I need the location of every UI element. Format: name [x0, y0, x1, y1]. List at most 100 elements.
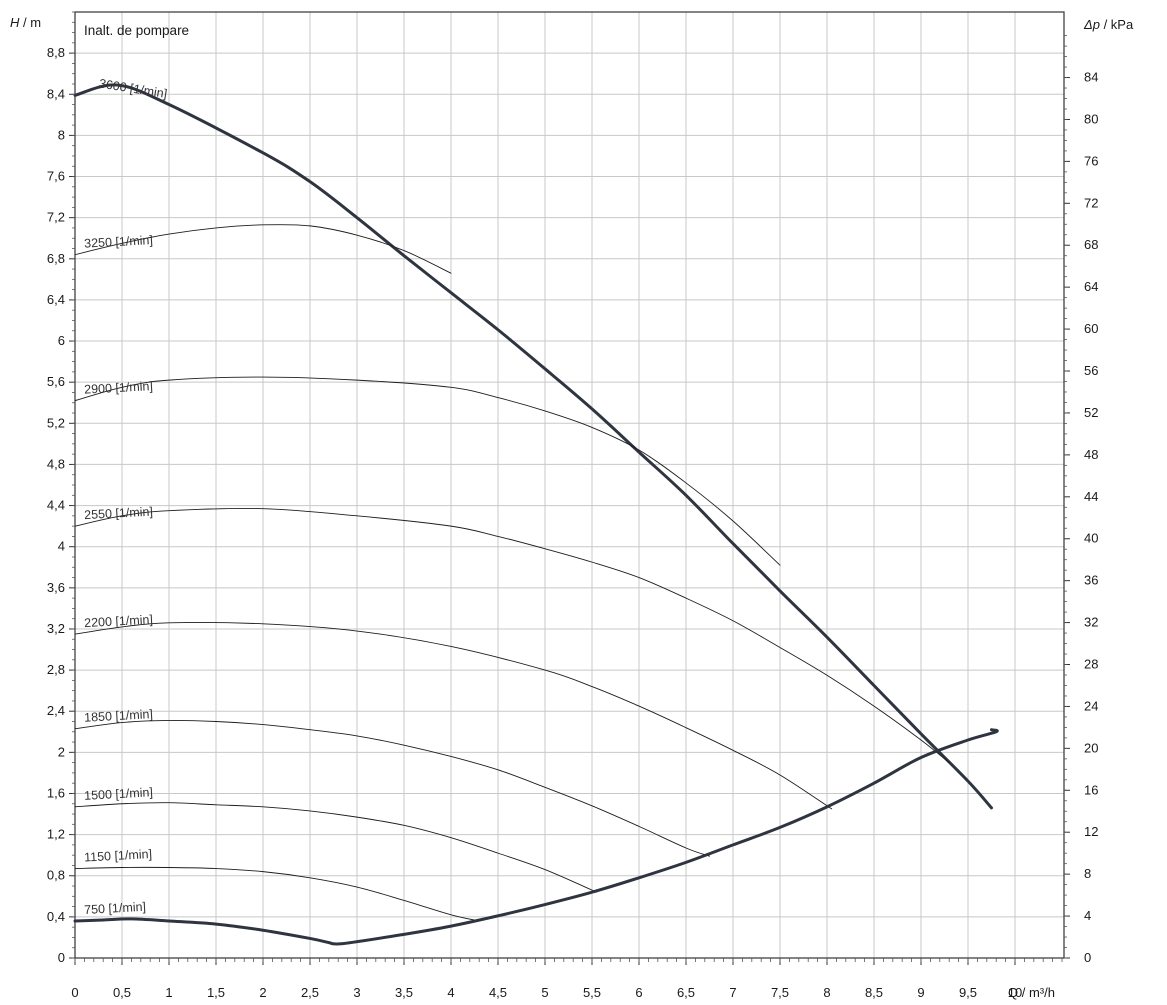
y-left-tick-label: 2	[58, 744, 65, 759]
curve-3600	[73, 83, 993, 810]
y-right-tick-label: 28	[1084, 657, 1098, 672]
y-left-tick-label: 8	[58, 127, 65, 142]
x-tick-label: 5,5	[583, 985, 601, 1000]
curve-label-3600: 3600 [1/min]	[98, 76, 168, 101]
y-right-tick-label: 60	[1084, 321, 1098, 336]
x-tick-label: 7	[729, 985, 736, 1000]
y-right-tick-label: 52	[1084, 405, 1098, 420]
curve-label-1150: 1150 [1/min]	[84, 847, 153, 865]
y-right-tick-label: 64	[1084, 279, 1098, 294]
y-axis-right-unit: / kPa	[1100, 17, 1134, 32]
y-left-tick-label: 0,8	[47, 868, 65, 883]
curve-label-2200: 2200 [1/min]	[84, 613, 153, 631]
curve-label-750: 750 [1/min]	[84, 900, 146, 917]
chart-title: Inalt. de pompare	[84, 23, 189, 38]
y-left-tick-label: 4,8	[47, 456, 65, 471]
y-left-tick-label: 1,6	[47, 785, 65, 800]
curve-label-3250: 3250 [1/min]	[84, 233, 153, 251]
x-tick-label: 1,5	[207, 985, 225, 1000]
y-right-tick-label: 80	[1084, 111, 1098, 126]
x-tick-label: 7,5	[771, 985, 789, 1000]
curve-label-2900: 2900 [1/min]	[84, 379, 153, 397]
curve-1850	[74, 719, 710, 857]
y-left-tick-label: 2,4	[47, 703, 65, 718]
curve-3250	[74, 224, 452, 274]
y-left-tick-label: 8,4	[47, 86, 65, 101]
y-left-tick-label: 3,6	[47, 580, 65, 595]
x-tick-label: 9,5	[959, 985, 977, 1000]
y-left-tick-label: 8,8	[47, 45, 65, 60]
y-left-tick-label: 1,2	[47, 827, 65, 842]
y-axis-left-symbol: H	[10, 15, 20, 30]
y-left-tick-label: 7,6	[47, 169, 65, 184]
x-tick-label: 4	[447, 985, 454, 1000]
y-axis-right-label: Δp / kPa	[1083, 17, 1134, 32]
curve-2900	[74, 376, 781, 566]
curve-min-speed-boundary	[327, 728, 999, 946]
y-right-tick-label: 24	[1084, 698, 1098, 713]
x-tick-label: 9	[917, 985, 924, 1000]
curves	[73, 83, 999, 946]
x-tick-label: 0	[71, 985, 78, 1000]
x-tick-label: 1	[165, 985, 172, 1000]
curve-2200	[74, 622, 833, 810]
y-right-tick-label: 72	[1084, 195, 1098, 210]
x-tick-label: 0,5	[113, 985, 131, 1000]
y-right-tick-label: 40	[1084, 531, 1098, 546]
y-right-tick-label: 56	[1084, 363, 1098, 378]
y-right-tick-label: 16	[1084, 782, 1098, 797]
x-tick-label: 5	[541, 985, 548, 1000]
y-left-tick-label: 5,6	[47, 374, 65, 389]
y-right-tick-label: 44	[1084, 489, 1098, 504]
x-axis-label: Q / m³/h	[1008, 985, 1055, 1000]
y-left-tick-label: 2,8	[47, 662, 65, 677]
y-right-tick-label: 12	[1084, 824, 1098, 839]
y-left-tick-label: 0	[58, 950, 65, 965]
y-right-tick-label: 4	[1084, 908, 1091, 923]
y-axis-left-label: H / m	[10, 15, 41, 30]
x-tick-label: 2,5	[301, 985, 319, 1000]
curve-label-1500: 1500 [1/min]	[84, 785, 153, 803]
curve-labels: 3600 [1/min] 3250 [1/min] 2900 [1/min] 2550…	[84, 76, 168, 917]
x-tick-label: 8	[823, 985, 830, 1000]
x-tick-label: 3,5	[395, 985, 413, 1000]
grid	[75, 12, 1064, 958]
plot-frame	[74, 11, 1065, 959]
y-right-tick-label: 0	[1084, 950, 1091, 965]
curve-2550	[74, 507, 950, 764]
y-axis-left-unit: / m	[19, 15, 41, 30]
y-left-tick-label: 5,2	[47, 415, 65, 430]
y-right-tick-label: 32	[1084, 615, 1098, 630]
y-right-tick-label: 8	[1084, 866, 1091, 881]
x-tick-label: 2	[259, 985, 266, 1000]
ticks: 0 0,4 0,8 1,2 1,6 2 2,4 2,8 3,2 3,6 4 4,4 4,8 5,2 5,6 6…	[47, 11, 1098, 1000]
y-right-tick-label: 84	[1084, 70, 1098, 85]
y-left-tick-label: 6,8	[47, 251, 65, 266]
y-left-tick-label: 4	[58, 539, 65, 554]
curve-label-1850: 1850 [1/min]	[84, 707, 153, 725]
x-tick-label: 10	[1008, 985, 1022, 1000]
x-tick-label: 6	[635, 985, 642, 1000]
x-tick-label: 6,5	[677, 985, 695, 1000]
y-right-tick-label: 76	[1084, 153, 1098, 168]
curve-label-2550: 2550 [1/min]	[84, 505, 153, 523]
y-right-tick-label: 20	[1084, 740, 1098, 755]
curve-1150	[74, 866, 480, 922]
curve-750	[73, 917, 331, 945]
plot-border	[74, 11, 1065, 959]
y-right-tick-label: 48	[1084, 447, 1098, 462]
y-left-tick-label: 4,4	[47, 498, 65, 513]
y-left-tick-label: 6	[58, 333, 65, 348]
y-right-tick-label: 68	[1084, 237, 1098, 252]
y-left-tick-label: 7,2	[47, 210, 65, 225]
x-tick-label: 8,5	[865, 985, 883, 1000]
curve-1500	[74, 802, 598, 893]
x-tick-label: 4,5	[489, 985, 507, 1000]
x-tick-label: 3	[353, 985, 360, 1000]
y-axis-right-symbol: Δp	[1083, 17, 1100, 32]
y-left-tick-label: 6,4	[47, 292, 65, 307]
y-left-tick-label: 3,2	[47, 621, 65, 636]
y-left-tick-label: 0,4	[47, 909, 65, 924]
y-right-tick-label: 36	[1084, 573, 1098, 588]
